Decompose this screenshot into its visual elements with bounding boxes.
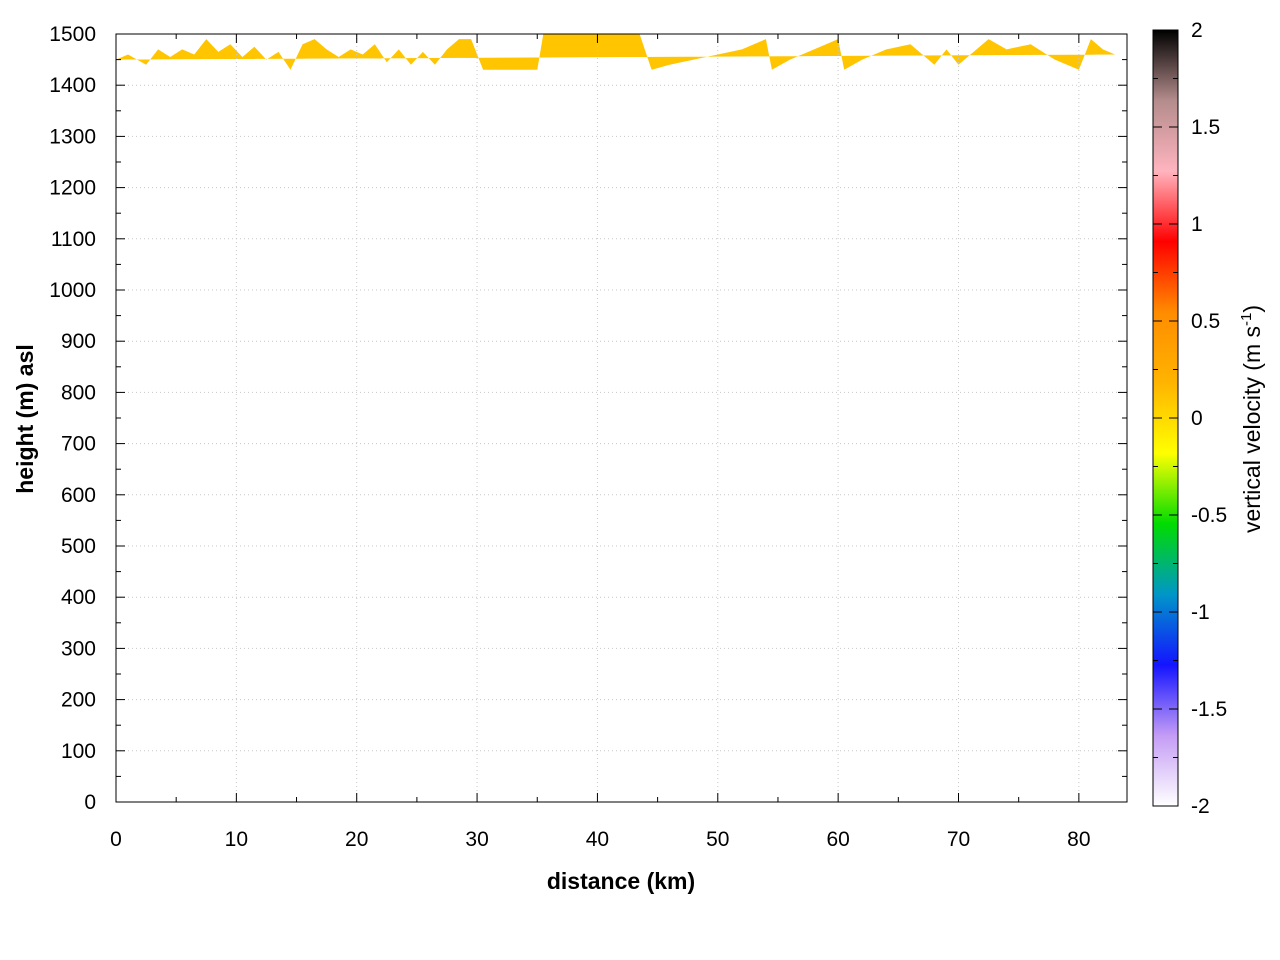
y-tick-label: 100 xyxy=(61,740,96,763)
velocity-feature-0 xyxy=(183,162,193,367)
colorbar-tick-label: -1 xyxy=(1191,601,1210,624)
colorbar-title: vertical velocity (m s-1) xyxy=(1238,305,1265,533)
colorbar-tick-label: -0.5 xyxy=(1191,504,1227,527)
colorbar-tick-label: 0.5 xyxy=(1191,310,1220,333)
colorbar-title-main: vertical velocity (m s xyxy=(1239,326,1265,533)
colorbar-tick-label: 0 xyxy=(1191,407,1203,430)
x-tick-label: 70 xyxy=(947,828,970,851)
x-axis-ticks: 0 10 20 30 40 50 60 70 80 xyxy=(110,34,1091,851)
x-tick-label: 20 xyxy=(345,828,368,851)
plot-area xyxy=(116,34,1121,669)
y-tick-label: 1100 xyxy=(51,228,96,251)
y-tick-label: 800 xyxy=(61,381,96,404)
x-tick-label: 10 xyxy=(225,828,248,851)
colorbar-tick-label: 1.5 xyxy=(1191,116,1220,139)
x-tick-label: 40 xyxy=(586,828,609,851)
y-tick-label: 1400 xyxy=(49,74,96,97)
velocity-feature-1 xyxy=(208,213,218,392)
velocity-feature-9 xyxy=(981,136,995,418)
velocity-feature-5 xyxy=(460,495,471,669)
y-tick-label: 500 xyxy=(61,535,96,558)
grid-lines xyxy=(116,34,1127,802)
velocity-feature-3 xyxy=(359,290,366,505)
colorbar-tick-label: 1 xyxy=(1191,213,1203,236)
velocity-feature-2 xyxy=(314,316,322,485)
y-tick-label: 1300 xyxy=(49,125,96,148)
y-tick-label: 400 xyxy=(61,586,96,609)
velocity-features xyxy=(183,136,1048,669)
x-tick-label: 60 xyxy=(826,828,849,851)
y-tick-label: 1000 xyxy=(49,279,96,302)
y-tick-label: 1500 xyxy=(49,23,96,46)
velocity-feature-4 xyxy=(372,341,380,515)
plot-border xyxy=(115,33,1128,803)
y-tick-label: 900 xyxy=(61,330,96,353)
y-axis-title: height (m) asl xyxy=(12,344,38,494)
velocity-feature-7 xyxy=(664,264,700,366)
x-tick-label: 0 xyxy=(110,828,122,851)
y-tick-label: 300 xyxy=(61,637,96,660)
x-tick-label: 80 xyxy=(1067,828,1090,851)
velocity-field xyxy=(116,34,1121,669)
colorbar: 2 1.5 1 0.5 0 -0.5 -1 -1.5 -2 xyxy=(1152,19,1227,818)
y-tick-label: 700 xyxy=(61,433,96,456)
colorbar-tick-label: 2 xyxy=(1191,19,1203,42)
colorbar-tick-label: -2 xyxy=(1191,795,1210,818)
colorbar-title-superscript: -1 xyxy=(1238,313,1255,326)
y-tick-label: 1200 xyxy=(49,177,96,200)
y-tick-label: 0 xyxy=(84,791,96,814)
velocity-field-background xyxy=(116,34,1121,70)
colorbar-title-close: ) xyxy=(1239,305,1265,313)
x-axis-title: distance (km) xyxy=(547,868,695,894)
velocity-feature-10 xyxy=(1037,290,1049,469)
x-tick-label: 50 xyxy=(706,828,729,851)
y-axis-ticks: 0 100 200 300 400 500 600 700 800 900 1000 1100 1200… xyxy=(49,23,1127,814)
colorbar-tick-label: -1.5 xyxy=(1191,698,1227,721)
y-tick-label: 600 xyxy=(61,484,96,507)
x-tick-label: 30 xyxy=(465,828,488,851)
y-tick-label: 200 xyxy=(61,689,96,712)
plot-frame xyxy=(115,33,1128,803)
